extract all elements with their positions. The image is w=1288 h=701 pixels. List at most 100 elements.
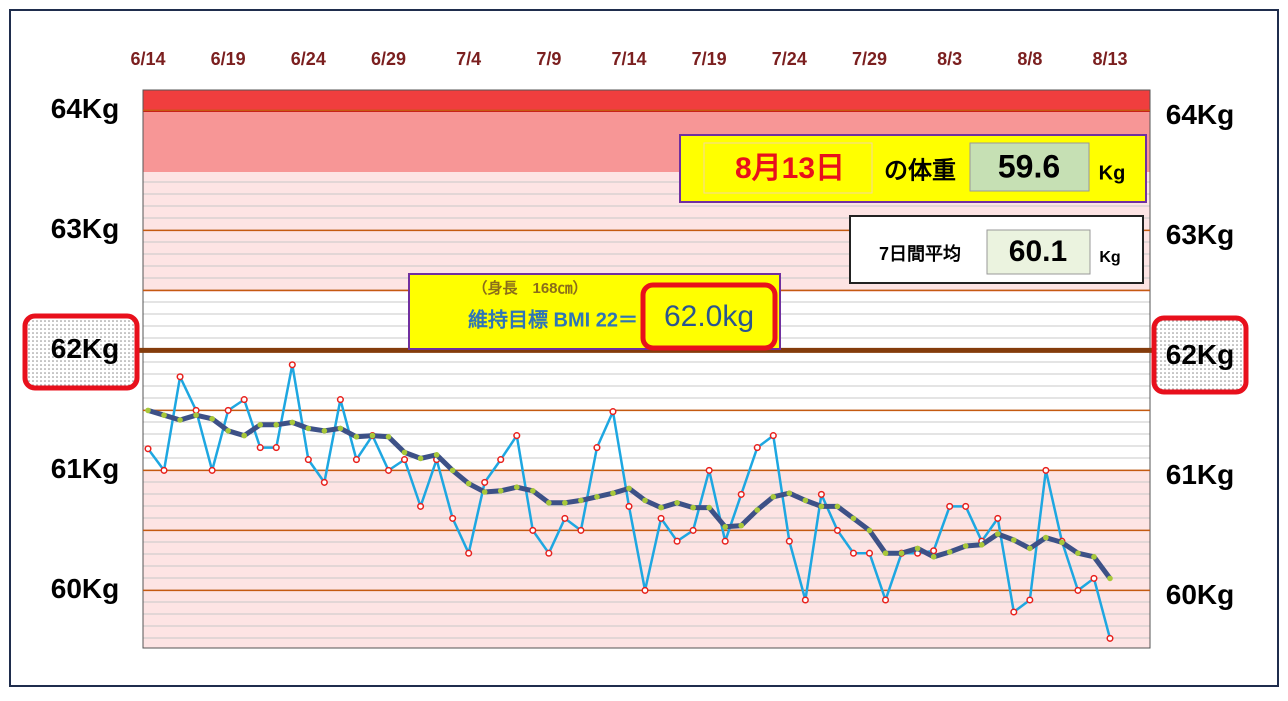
point [769, 432, 777, 440]
x-tick-label: 8/13 [1092, 49, 1127, 69]
point [801, 596, 809, 604]
point [546, 500, 552, 506]
highlight-box [1151, 315, 1249, 395]
point [369, 432, 376, 439]
point [705, 466, 713, 474]
point [817, 490, 825, 498]
point [849, 549, 858, 557]
point [626, 485, 632, 492]
x-tick-label: 8/8 [1017, 49, 1042, 69]
point [674, 500, 680, 506]
point [144, 445, 152, 453]
point [881, 596, 890, 604]
point [209, 416, 215, 422]
today-value: 59.6 [998, 148, 1060, 184]
point [850, 515, 857, 522]
today-text: の体重 [884, 157, 956, 184]
point [305, 425, 312, 432]
point [1027, 545, 1033, 552]
point [562, 500, 568, 506]
point [962, 502, 970, 510]
point [385, 434, 392, 440]
point [898, 550, 905, 556]
band [142, 89, 1151, 113]
point [690, 504, 696, 511]
point [289, 419, 296, 426]
point [1107, 575, 1113, 582]
y-tick-label: 60Kg [51, 573, 119, 604]
x-tick-label: 7/19 [692, 49, 727, 69]
point [834, 503, 841, 510]
point [192, 406, 200, 414]
point [336, 396, 344, 404]
point [722, 524, 728, 530]
y-tick-label: 63Kg [51, 213, 119, 244]
x-tick-label: 6/14 [130, 49, 165, 69]
point [160, 466, 168, 474]
point [657, 514, 665, 522]
point [545, 549, 553, 557]
point [497, 488, 504, 494]
target-value-box [640, 282, 778, 351]
point [978, 542, 985, 548]
value-box [969, 142, 1090, 192]
point [224, 406, 232, 414]
point [1043, 534, 1049, 541]
point [1026, 596, 1034, 604]
point [706, 504, 712, 511]
point [465, 480, 472, 487]
x-tick-label: 7/9 [536, 49, 561, 69]
point [481, 478, 489, 486]
plot-border [142, 89, 1151, 649]
avg-text: 7日間平均 [879, 243, 961, 264]
point [1011, 537, 1017, 543]
point [1106, 634, 1114, 642]
point [866, 527, 873, 534]
point [737, 490, 745, 498]
point [1090, 574, 1098, 582]
point [785, 537, 793, 545]
y2-tick-label: 63Kg [1166, 219, 1234, 250]
point [337, 425, 344, 432]
point [594, 494, 600, 500]
x-tick-label: 7/14 [611, 49, 646, 69]
x-tick-label: 6/24 [291, 49, 326, 69]
point [225, 428, 231, 434]
point [513, 432, 521, 440]
y2-tick-label: 61Kg [1166, 459, 1234, 490]
y2-tick-label: 62Kg [1166, 339, 1234, 370]
today-date: 8月13日 [735, 152, 845, 185]
point [994, 531, 1001, 537]
point [177, 417, 183, 423]
date-box [703, 142, 873, 194]
y-tick-label: 64Kg [51, 93, 119, 124]
band [143, 470, 1150, 648]
point [400, 456, 409, 464]
point [994, 514, 1002, 522]
y2-tick-label: 60Kg [1166, 579, 1234, 610]
point [786, 490, 793, 497]
point [352, 456, 360, 464]
x-tick-label: 7/29 [852, 49, 887, 69]
point [946, 502, 954, 510]
point [240, 396, 248, 404]
point [754, 507, 761, 513]
point [930, 547, 938, 555]
point [593, 444, 601, 452]
point [401, 449, 408, 456]
point [914, 545, 921, 552]
point [449, 514, 457, 522]
point [689, 526, 697, 534]
point [802, 497, 809, 504]
point [770, 494, 777, 500]
height-note: （身長 168㎝） [472, 279, 587, 297]
point [1074, 586, 1082, 594]
point [497, 456, 505, 464]
target-text: 維持目標 BMI 22＝ [468, 307, 638, 331]
point [946, 549, 953, 555]
point [882, 550, 889, 556]
x-tick-label: 6/19 [211, 49, 246, 69]
point [320, 478, 328, 486]
point [561, 514, 569, 522]
